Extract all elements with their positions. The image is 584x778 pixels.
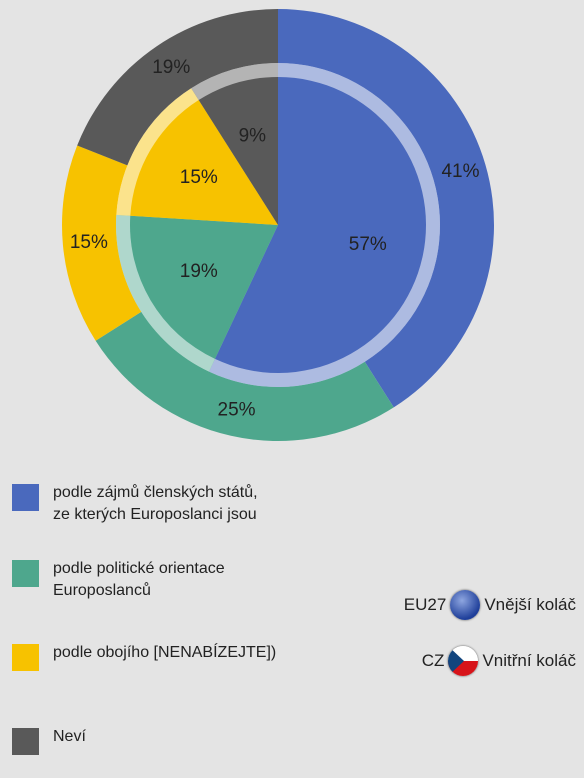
value-label: 19% [180, 261, 218, 282]
chart: 41% 25% 15% 19% 57% 19% 15% 9% [61, 9, 495, 441]
cz-icon [448, 646, 479, 676]
legend-swatch [12, 560, 39, 587]
value-label: 19% [152, 57, 190, 78]
value-label: 15% [180, 167, 218, 188]
legend-item: podle obojího [NENABÍZEJTE]) [12, 642, 276, 671]
value-label: 41% [441, 161, 479, 182]
slice [130, 215, 278, 359]
eu-icon [450, 590, 481, 620]
slice [214, 77, 427, 374]
inner-note: CZ Vnitřní koláč [422, 646, 576, 676]
legend-swatch [12, 728, 39, 755]
legend-label: Neví [53, 728, 86, 745]
series-label: Vnější koláč [484, 595, 576, 614]
series-name: EU27 [403, 595, 447, 614]
value-label: 9% [239, 126, 267, 147]
legend-item: podle zájmů členských států, ze kterých … [12, 482, 258, 526]
value-label: 25% [218, 399, 256, 420]
legend-label: podle obojího [NENABÍZEJTE]) [53, 644, 277, 661]
slice [198, 77, 278, 225]
value-label: 15% [70, 232, 108, 253]
series-label: Vnitřní koláč [482, 651, 576, 670]
legend-swatch [12, 644, 39, 671]
legend-swatch [12, 484, 39, 511]
legend-label: podle politické orientace Europoslanců [53, 560, 225, 599]
series-name: CZ [421, 651, 445, 670]
legend-item: Neví [12, 726, 86, 755]
slice [130, 100, 278, 225]
outer-note: EU27 Vnější koláč [404, 590, 576, 620]
legend-item: podle politické orientace Europoslanců [12, 558, 225, 602]
legend-label: podle zájmů členských států, ze kterých … [53, 484, 258, 523]
value-label: 57% [349, 234, 387, 255]
